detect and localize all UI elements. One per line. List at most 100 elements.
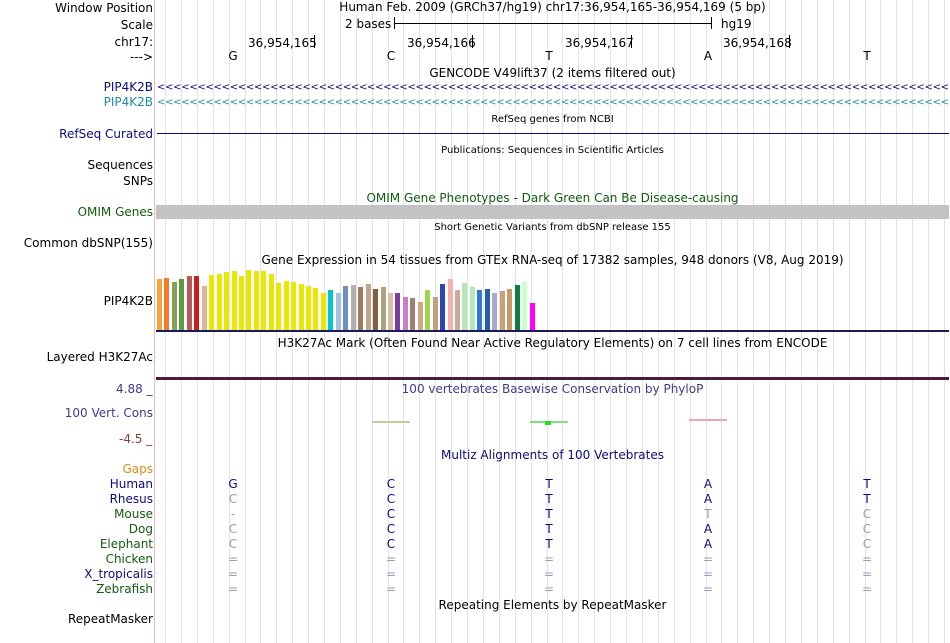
gtex-tissue-bar[interactable] xyxy=(351,285,356,330)
gtex-tissue-bar[interactable] xyxy=(306,286,311,330)
multiz-species-label[interactable]: Dog xyxy=(128,522,153,536)
gtex-tissue-bar[interactable] xyxy=(507,289,512,330)
gtex-tissue-bar[interactable] xyxy=(373,289,378,330)
gtex-tissue-bar[interactable] xyxy=(232,271,237,330)
gencode-item-1-label[interactable]: PIP4K2B xyxy=(103,80,153,94)
gaps-label[interactable]: Gaps xyxy=(122,462,153,476)
grid-line xyxy=(801,0,802,643)
gtex-tissue-bar[interactable] xyxy=(410,298,415,330)
gtex-tissue-bar[interactable] xyxy=(485,289,490,330)
multiz-base: C xyxy=(386,492,396,506)
gtex-tissue-bar[interactable] xyxy=(164,278,169,330)
gtex-tissue-bar[interactable] xyxy=(381,287,386,330)
omim-track-label[interactable]: OMIM Genes xyxy=(77,205,153,219)
gencode-item-2-label[interactable]: PIP4K2B xyxy=(103,95,153,109)
assembly-label: hg19 xyxy=(721,17,752,31)
gtex-tissue-bar[interactable] xyxy=(179,279,184,330)
gtex-tissue-bar[interactable] xyxy=(343,286,348,330)
gtex-tissue-bar[interactable] xyxy=(455,290,460,330)
gtex-tissue-bar[interactable] xyxy=(299,284,304,330)
phylop-signal xyxy=(372,421,410,423)
gtex-tissue-bar[interactable] xyxy=(254,271,259,330)
gtex-tissue-bar[interactable] xyxy=(157,279,162,330)
strand-label: ---> xyxy=(129,50,153,64)
grid-line xyxy=(658,0,659,643)
gtex-tissue-bar[interactable] xyxy=(209,275,214,330)
gtex-tissue-bar[interactable] xyxy=(276,283,281,330)
gtex-tissue-bar[interactable] xyxy=(187,276,192,330)
gtex-tissue-bar[interactable] xyxy=(328,290,333,330)
gtex-tissue-bar[interactable] xyxy=(358,287,363,330)
multiz-base: C xyxy=(862,507,872,521)
grid-line xyxy=(849,0,850,643)
gtex-tissue-bar[interactable] xyxy=(172,282,177,330)
gtex-track-label[interactable]: PIP4K2B xyxy=(103,294,153,308)
gtex-tissue-bar[interactable] xyxy=(418,302,423,330)
gtex-tissue-bar[interactable] xyxy=(313,288,318,330)
multiz-species-label[interactable]: Zebrafish xyxy=(96,582,153,596)
gtex-tissue-bar[interactable] xyxy=(246,270,251,330)
gtex-tissue-bar[interactable] xyxy=(366,284,371,330)
scale-bar xyxy=(394,23,711,24)
multiz-species-label[interactable]: Chicken xyxy=(105,552,153,566)
gencode-item-2-feature[interactable]: <<<<<<<<<<<<<<<<<<<<<<<<<<<<<<<<<<<<<<<<… xyxy=(157,98,949,108)
multiz-base: C xyxy=(228,537,238,551)
gtex-tissue-bar[interactable] xyxy=(217,274,222,330)
multiz-base: C xyxy=(386,522,396,536)
gtex-tissue-bar[interactable] xyxy=(388,293,393,330)
gtex-tissue-bar[interactable] xyxy=(284,281,289,330)
phylop-track-label[interactable]: 100 Vert. Cons xyxy=(64,406,153,420)
gtex-tissue-bar[interactable] xyxy=(500,291,505,330)
refseq-feature-line[interactable] xyxy=(157,133,949,134)
multiz-base: = xyxy=(702,567,714,581)
gtex-tissue-bar[interactable] xyxy=(403,297,408,330)
grid-line xyxy=(372,0,373,643)
multiz-species-label[interactable]: Mouse xyxy=(114,507,153,521)
tick-mark-1 xyxy=(314,35,315,48)
gtex-tissue-bar[interactable] xyxy=(492,293,497,330)
multiz-base: - xyxy=(230,507,236,521)
multiz-base: C xyxy=(228,522,238,536)
gtex-tissue-bar[interactable] xyxy=(291,282,296,330)
multiz-species-label[interactable]: Human xyxy=(109,477,153,491)
grid-line xyxy=(880,0,881,643)
gtex-tissue-bar[interactable] xyxy=(269,274,274,330)
gtex-tissue-bar[interactable] xyxy=(470,287,475,330)
h3k27ac-track-label[interactable]: Layered H3K27Ac xyxy=(46,350,153,364)
dbsnp-track-label[interactable]: Common dbSNP(155) xyxy=(23,236,153,250)
gtex-tissue-bar[interactable] xyxy=(261,271,266,330)
phylop-signal-peak xyxy=(545,421,551,425)
grid-line xyxy=(626,0,627,643)
gtex-tissue-bar[interactable] xyxy=(448,279,453,330)
gtex-tissue-bar[interactable] xyxy=(440,284,445,330)
gtex-tissue-bar[interactable] xyxy=(425,290,430,330)
gtex-tissue-bar[interactable] xyxy=(202,286,207,330)
sequences-track-label[interactable]: Sequences xyxy=(87,158,153,172)
grid-line xyxy=(467,0,468,643)
gtex-tissue-bar[interactable] xyxy=(462,283,467,330)
repeatmasker-track-label[interactable]: RepeatMasker xyxy=(67,612,153,626)
multiz-base: = xyxy=(227,567,239,581)
refseq-track-label[interactable]: RefSeq Curated xyxy=(59,127,153,141)
multiz-species-label[interactable]: Elephant xyxy=(99,537,153,551)
gtex-tissue-bar[interactable] xyxy=(194,276,199,330)
multiz-species-label[interactable]: Rhesus xyxy=(109,492,153,506)
multiz-species-label[interactable]: X_tropicalis xyxy=(84,567,153,581)
gtex-tissue-bar[interactable] xyxy=(515,285,520,330)
gtex-tissue-bar[interactable] xyxy=(433,297,438,330)
gtex-tissue-bar[interactable] xyxy=(522,282,527,330)
gtex-tissue-bar[interactable] xyxy=(530,303,535,330)
gencode-item-1-feature[interactable]: <<<<<<<<<<<<<<<<<<<<<<<<<<<<<<<<<<<<<<<<… xyxy=(157,83,949,93)
gtex-tissue-bar[interactable] xyxy=(336,293,341,330)
h3k27ac-signal[interactable] xyxy=(156,377,949,380)
omim-feature-bar[interactable] xyxy=(156,205,949,219)
gtex-tissue-bar[interactable] xyxy=(239,276,244,330)
gtex-tissue-bar[interactable] xyxy=(321,293,326,330)
snps-track-label[interactable]: SNPs xyxy=(123,174,153,188)
gtex-tissue-bar[interactable] xyxy=(224,272,229,330)
gtex-tissue-bar[interactable] xyxy=(395,293,400,330)
multiz-base: = xyxy=(227,582,239,596)
gtex-tissue-bar[interactable] xyxy=(477,290,482,330)
grid-line xyxy=(499,0,500,643)
